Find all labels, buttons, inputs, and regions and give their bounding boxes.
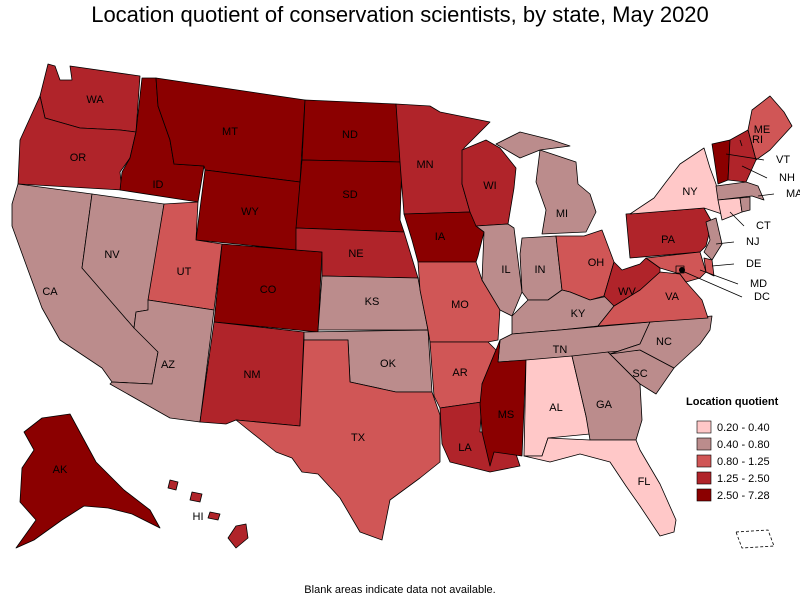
legend-items: 0.20 - 0.40 0.40 - 0.80 0.80 - 1.25 1.25 - …: [696, 420, 770, 502]
state-label-dc: DC: [754, 291, 770, 303]
state-hi: [167, 479, 249, 549]
state-label-ca: CA: [42, 286, 58, 298]
state-label-sd: SD: [342, 189, 357, 201]
state-label-mt: MT: [222, 126, 238, 138]
state-label-ny: NY: [682, 186, 698, 198]
state-label-mo: MO: [451, 299, 469, 311]
leader-line-ct: [729, 211, 745, 227]
state-label-me: ME: [754, 124, 771, 136]
leader-line-ma: [757, 193, 775, 197]
leader-line-ri: [739, 139, 743, 147]
state-ny: [629, 147, 723, 215]
state-sd: [295, 159, 405, 233]
legend-swatch-3: [696, 471, 712, 485]
state-label-fl: FL: [638, 476, 651, 488]
labels-layer: WA OR CA ID NV MT WY UT AZ CO NM ND SD NE KS OK TX MN IA MO…: [42, 94, 800, 523]
legend-label-2: 0.80 - 1.25: [717, 456, 770, 468]
state-mo: [417, 261, 501, 343]
state-ri: [739, 196, 751, 213]
state-label-nc: NC: [656, 336, 672, 348]
leader-line-nh: [741, 165, 768, 179]
state-label-va: VA: [665, 291, 680, 303]
leader-line-de: [711, 263, 735, 267]
legend-title: Location quotient: [686, 396, 779, 408]
state-label-az: AZ: [161, 359, 175, 371]
state-label-nj: NJ: [746, 236, 759, 248]
state-label-co: CO: [260, 284, 277, 296]
state-label-tx: TX: [351, 432, 366, 444]
leader-line-dc: [679, 269, 743, 298]
state-label-ok: OK: [380, 358, 397, 370]
state-or: [17, 95, 137, 191]
state-label-ms: MS: [498, 409, 515, 421]
map-title: Location quotient of conservation scient…: [91, 2, 709, 27]
state-label-id: ID: [153, 179, 164, 191]
leader-line-vt: [725, 153, 765, 161]
state-label-ri: RI: [752, 134, 763, 146]
legend-label-0: 0.20 - 0.40: [717, 422, 770, 434]
state-label-nm: NM: [243, 369, 260, 381]
state-fl: [523, 437, 677, 537]
state-label-ks: KS: [365, 296, 380, 308]
state-label-mi: MI: [556, 208, 568, 220]
state-label-il: IL: [501, 264, 510, 276]
map-note: Blank areas indicate data not available.: [304, 584, 496, 596]
state-label-or: OR: [70, 152, 87, 164]
state-label-ga: GA: [596, 399, 613, 411]
state-label-pa: PA: [661, 234, 676, 246]
state-label-sc: SC: [632, 368, 647, 380]
state-mi: [495, 131, 597, 235]
state-label-la: LA: [458, 442, 472, 454]
dc-marker: [679, 267, 685, 273]
legend-swatch-2: [696, 454, 712, 468]
state-label-ia: IA: [435, 231, 446, 243]
state-nc: [609, 315, 713, 369]
state-label-ky: KY: [571, 308, 586, 320]
state-label-ne: NE: [348, 248, 363, 260]
state-ms: [479, 339, 527, 467]
state-label-nv: NV: [104, 249, 120, 261]
legend-swatch-4: [696, 488, 712, 502]
state-label-in: IN: [535, 264, 546, 276]
state-label-ut: UT: [177, 266, 192, 278]
state-label-oh: OH: [588, 257, 605, 269]
state-oh: [555, 229, 615, 301]
state-label-vt: VT: [776, 154, 790, 166]
leader-line-nj: [715, 241, 735, 245]
legend-label-3: 1.25 - 2.50: [717, 473, 770, 485]
states-layer: [11, 63, 793, 549]
territory-puerto-rico: [735, 529, 775, 549]
state-label-ak: AK: [53, 464, 68, 476]
state-label-wa: WA: [86, 94, 104, 106]
state-vt: [711, 139, 731, 185]
state-label-ar: AR: [452, 367, 467, 379]
state-label-al: AL: [549, 402, 562, 414]
state-label-nh: NH: [779, 172, 795, 184]
state-label-de: DE: [746, 258, 761, 270]
state-tx: [235, 339, 441, 541]
legend-label-1: 0.40 - 0.80: [717, 439, 770, 451]
state-wi: [461, 139, 517, 227]
state-label-tn: TN: [553, 344, 568, 356]
state-label-wi: WI: [483, 180, 496, 192]
legend-swatch-0: [696, 420, 712, 434]
leader-line-md: [699, 269, 739, 285]
state-label-md: MD: [750, 278, 767, 290]
state-label-ct: CT: [756, 220, 771, 232]
state-label-hi: HI: [193, 511, 204, 523]
state-me: [747, 95, 793, 161]
legend-label-4: 2.50 - 7.28: [717, 490, 770, 502]
state-label-nd: ND: [342, 129, 358, 141]
state-label-wv: WV: [618, 286, 636, 298]
legend: Location quotient 0.20 - 0.40 0.40 - 0.80…: [686, 396, 779, 502]
state-label-wy: WY: [241, 206, 259, 218]
state-ak: [15, 413, 161, 549]
state-ma: [715, 181, 765, 201]
state-ct: [717, 197, 743, 221]
legend-swatch-1: [696, 437, 712, 451]
state-label-ma: MA: [786, 188, 800, 200]
state-de: [703, 257, 715, 277]
state-label-mn: MN: [416, 159, 433, 171]
